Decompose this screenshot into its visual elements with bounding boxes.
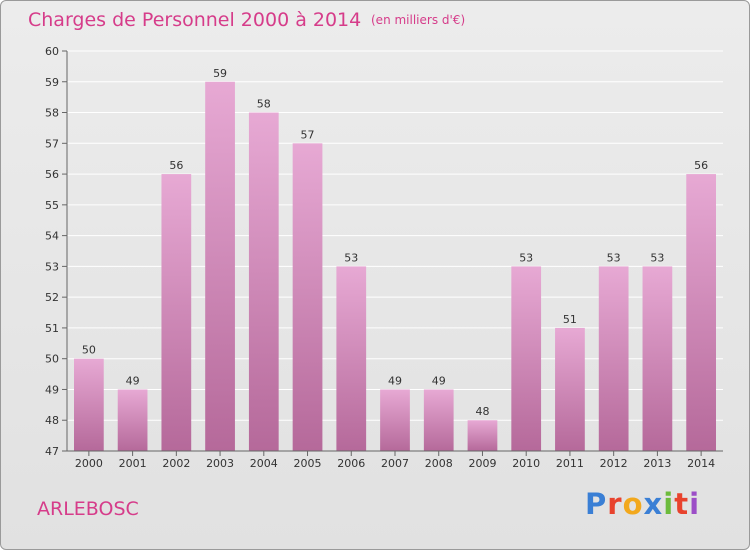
brand-letter: t [674,487,690,521]
x-tick-label: 2012 [600,457,628,470]
commune-name: ARLEBOSC [37,498,139,520]
data-label: 59 [213,67,227,80]
data-label: 49 [432,374,446,387]
data-label: 56 [694,159,708,172]
y-tick-label: 53 [45,260,59,273]
x-tick-label: 2010 [512,457,540,470]
data-label: 48 [475,405,489,418]
bar [292,143,323,452]
y-tick-label: 52 [45,291,59,304]
data-label: 56 [169,159,183,172]
y-tick-label: 58 [45,107,59,120]
y-tick-label: 56 [45,168,59,181]
brand-letter: r [607,487,623,521]
bar [642,266,673,451]
bar [248,112,279,452]
bar [161,174,192,452]
y-tick-label: 60 [45,45,59,58]
x-tick-label: 2011 [556,457,584,470]
y-tick-label: 59 [45,76,59,89]
x-tick-label: 2002 [162,457,190,470]
brand-letter: i [663,487,675,521]
data-label: 53 [344,251,358,264]
bar [117,389,148,451]
bar [686,174,717,452]
data-label: 51 [563,313,577,326]
y-tick-label: 49 [45,383,59,396]
y-tick-label: 50 [45,353,59,366]
data-label: 49 [388,374,402,387]
x-tick-label: 2001 [119,457,147,470]
y-tick-label: 48 [45,414,59,427]
bar [598,266,629,451]
x-tick-label: 2009 [468,457,496,470]
brand-letter: i [689,487,701,521]
data-label: 53 [607,251,621,264]
bar [467,420,498,451]
x-tick-label: 2014 [687,457,715,470]
brand-letter: x [643,487,664,521]
chart-title: Charges de Personnel 2000 à 2014 [28,9,362,31]
y-tick-label: 55 [45,199,59,212]
x-tick-label: 2000 [75,457,103,470]
bar [511,266,542,451]
brand-letter: P [585,487,608,521]
y-tick-label: 57 [45,137,59,150]
x-tick-label: 2003 [206,457,234,470]
y-tick-label: 51 [45,322,59,335]
x-tick-label: 2004 [250,457,278,470]
bar [423,389,454,451]
bar [73,358,104,451]
data-label: 50 [82,344,96,357]
bar [205,81,235,452]
bar [555,327,585,451]
bar [380,389,410,451]
y-tick-label: 54 [45,230,59,243]
y-tick-label: 47 [45,445,59,458]
x-tick-label: 2013 [643,457,671,470]
data-label: 53 [519,251,533,264]
brand-logo: Proxiti [585,487,700,521]
brand-letter: o [622,487,644,521]
data-label: 58 [257,98,271,111]
data-label: 57 [301,128,315,141]
chart-unit: (en milliers d'€) [371,13,466,27]
bar [336,266,367,451]
data-label: 49 [126,374,140,387]
data-label: 53 [650,251,664,264]
x-tick-label: 2007 [381,457,409,470]
x-tick-label: 2005 [294,457,322,470]
x-tick-label: 2008 [425,457,453,470]
x-tick-label: 2006 [337,457,365,470]
